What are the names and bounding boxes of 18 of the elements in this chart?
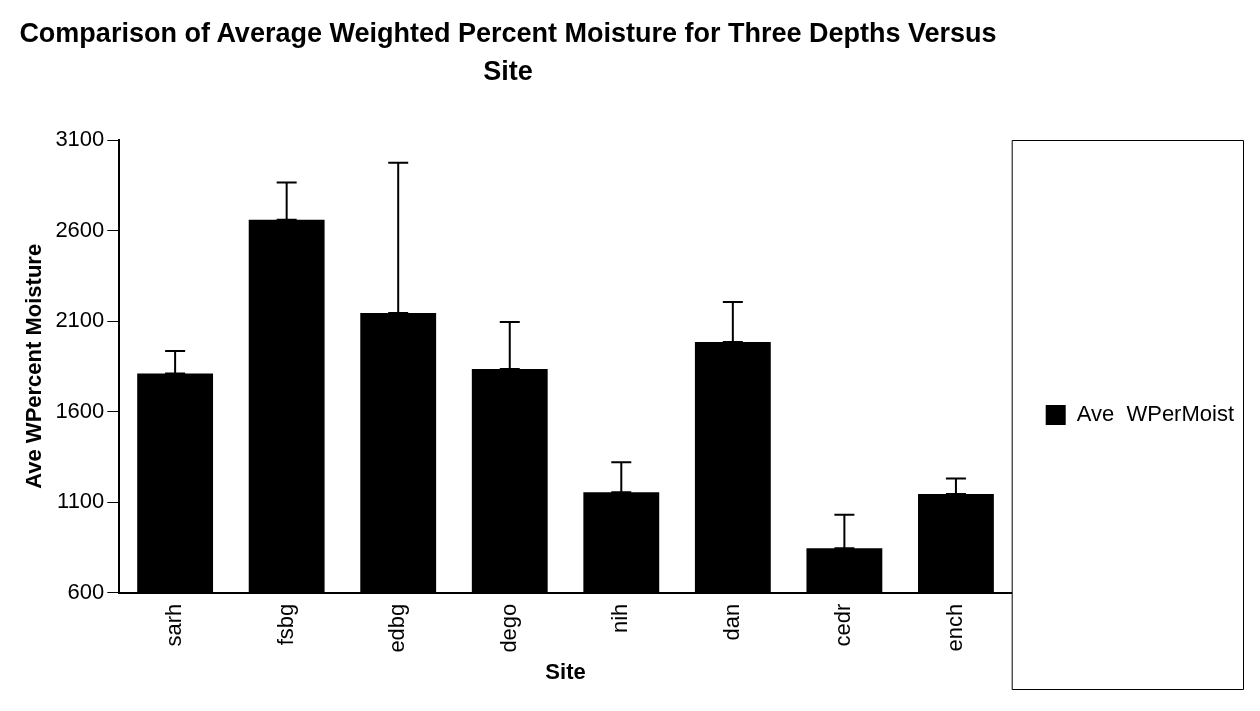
x-axis-title: Site (545, 658, 586, 684)
x-tick-label: dego (495, 603, 521, 653)
y-tick-label: 2100 (55, 307, 105, 333)
y-tick-label: 3100 (55, 126, 105, 152)
x-tick-label: nih (607, 603, 633, 634)
x-tick-label: sarh (161, 603, 187, 647)
y-tick-label: 600 (67, 578, 105, 604)
x-tick-label: edbg (384, 603, 410, 653)
chart-title: Comparison of Average Weighted Percent Moisture for Three Depths Versus Site (18, 17, 998, 88)
y-tick-label: 2600 (55, 216, 105, 242)
x-tick-label: cedr (830, 603, 856, 647)
x-tick-label: fsbg (272, 603, 298, 646)
y-axis-title: Ave WPercent Moisture (21, 243, 47, 489)
y-tick-label: 1600 (55, 397, 105, 423)
x-tick-label: ench (941, 603, 967, 652)
x-tick-label: dan (718, 603, 744, 641)
legend-label: Ave WPerMoist (1076, 401, 1235, 427)
y-tick-label: 1100 (57, 488, 105, 514)
